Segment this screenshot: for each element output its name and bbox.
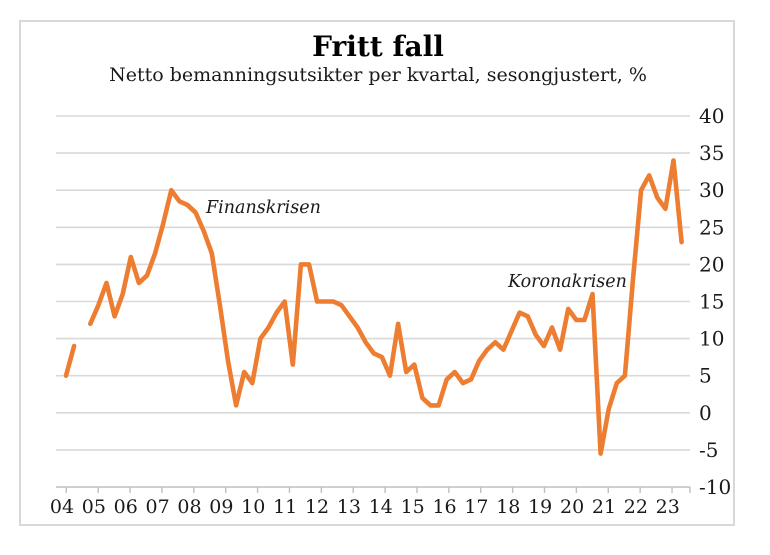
annotation-label: Finanskrisen: [205, 198, 321, 218]
y-tick-label: 15: [699, 290, 724, 314]
chart-subtitle: Netto bemanningsutsikter per kvartal, se…: [109, 64, 647, 86]
chart-title: Fritt fall: [312, 30, 444, 63]
x-tick-label: 09: [209, 496, 233, 518]
x-tick-label: 06: [114, 496, 138, 518]
x-tick-label: 20: [560, 496, 584, 518]
x-tick-label: 19: [528, 496, 552, 518]
x-axis: [56, 486, 691, 493]
y-tick-label: 20: [699, 252, 724, 276]
annotation-label: Koronakrisen: [507, 272, 627, 292]
chart-frame: [19, 20, 735, 526]
x-axis-labels: 04 05 06 07 08 09 10 11 12 13 14 15 16 17 18 19 20 21 22 23: [50, 496, 680, 518]
x-tick-label: 14: [369, 496, 393, 518]
x-tick-label: 23: [656, 496, 680, 518]
y-tick-label: 25: [699, 215, 724, 239]
x-tick-label: 22: [624, 496, 648, 518]
x-tick-label: 18: [496, 496, 520, 518]
x-tick-label: 07: [146, 496, 170, 518]
x-tick-label: 10: [241, 496, 265, 518]
y-tick-label: 30: [699, 178, 724, 202]
y-tick-label: -10: [699, 475, 731, 499]
x-tick-label: 21: [592, 496, 616, 518]
x-tick-label: 05: [82, 496, 106, 518]
series-line: [63, 158, 684, 456]
gridlines: [56, 115, 690, 451]
y-tick-label: 5: [699, 364, 712, 388]
y-tick-label: 35: [699, 141, 724, 165]
y-tick-label: 10: [699, 327, 724, 351]
x-tick-label: 08: [177, 496, 201, 518]
y-tick-label: 0: [699, 401, 712, 425]
series-path: [63, 158, 684, 456]
y-tick-label: -5: [699, 438, 718, 462]
x-tick-label: 11: [273, 496, 297, 518]
x-tick-label: 16: [432, 496, 456, 518]
x-tick-label: 13: [337, 496, 361, 518]
x-tick-label: 15: [401, 496, 425, 518]
y-tick-label: 40: [699, 104, 724, 128]
annotations: Finanskrisen Koronakrisen: [205, 198, 627, 292]
y-axis-labels: 40 35 30 25 20 15 10 5 0 -5 -10: [699, 104, 731, 499]
x-tick-label: 17: [464, 496, 488, 518]
x-tick-label: 12: [305, 496, 329, 518]
x-tick-label: 04: [50, 496, 74, 518]
